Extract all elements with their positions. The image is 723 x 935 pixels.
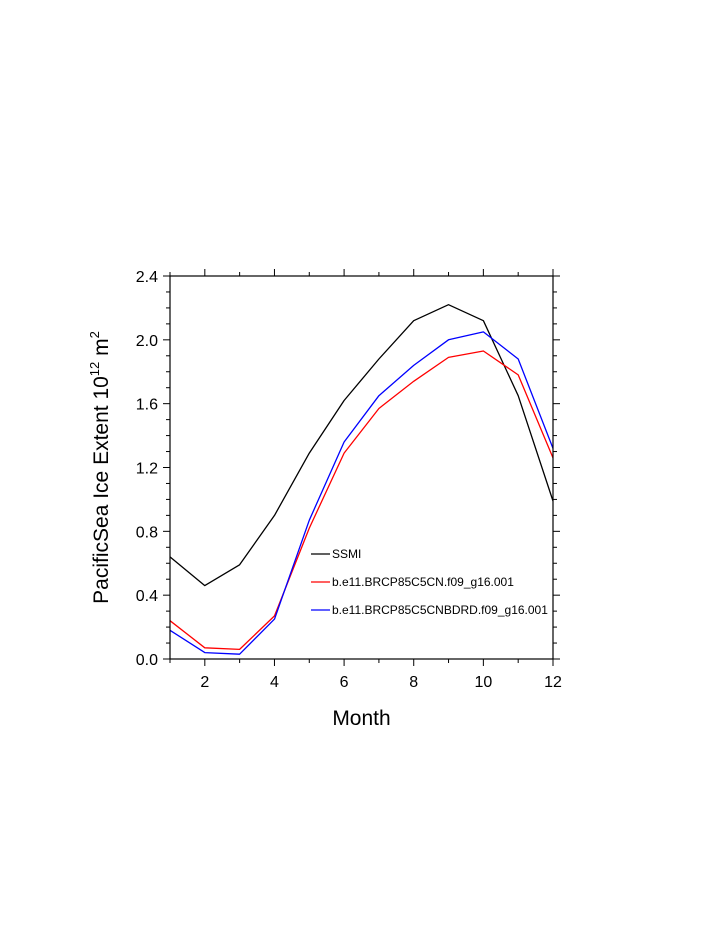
x-tick-label: 2 xyxy=(200,674,209,691)
legend-label: b.e11.BRCP85C5CNBDRD.f09_g16.001 xyxy=(332,603,548,617)
y-tick-label: 0.0 xyxy=(136,652,158,669)
legend-label: b.e11.BRCP85C5CN.f09_g16.001 xyxy=(332,575,514,589)
y-tick-label: 1.2 xyxy=(136,461,158,478)
x-axis-title: Month xyxy=(332,707,390,730)
y-tick-label: 1.6 xyxy=(136,397,158,414)
y-axis-title: PacificSea Ice Extent 1012 m2 xyxy=(87,331,113,604)
y-tick-label: 2.0 xyxy=(136,333,158,350)
legend-label: SSMI xyxy=(332,547,361,561)
series-line-3 xyxy=(169,331,554,655)
y-tick-label: 2.4 xyxy=(136,269,158,286)
series-line-2 xyxy=(169,350,554,651)
y-axis-title-exponent-2: 2 xyxy=(87,331,102,338)
legend: SSMI b.e11.BRCP85C5CN.f09_g16.001 b.e11.BR… xyxy=(311,547,548,617)
x-tick-label: 6 xyxy=(340,674,349,691)
y-tick-label: 0.8 xyxy=(136,524,158,541)
axis-ticks xyxy=(163,269,560,666)
plot-frame xyxy=(169,275,554,660)
y-axis-title-prefix: PacificSea Ice Extent 10 xyxy=(90,376,113,604)
y-axis-title-exponent-1: 12 xyxy=(87,362,102,376)
tick-labels: 2 4 6 8 10 12 0.0 0.4 0.8 1.2 1.6 2.0 2.4 xyxy=(136,269,562,691)
x-tick-label: 8 xyxy=(409,674,418,691)
series-lines xyxy=(169,304,554,655)
x-tick-label: 10 xyxy=(474,674,492,691)
series-line-1 xyxy=(169,304,554,587)
x-tick-label: 12 xyxy=(544,674,562,691)
y-tick-label: 0.4 xyxy=(136,588,158,605)
x-tick-label: 4 xyxy=(270,674,279,691)
y-axis-title-unit: m xyxy=(90,338,113,361)
